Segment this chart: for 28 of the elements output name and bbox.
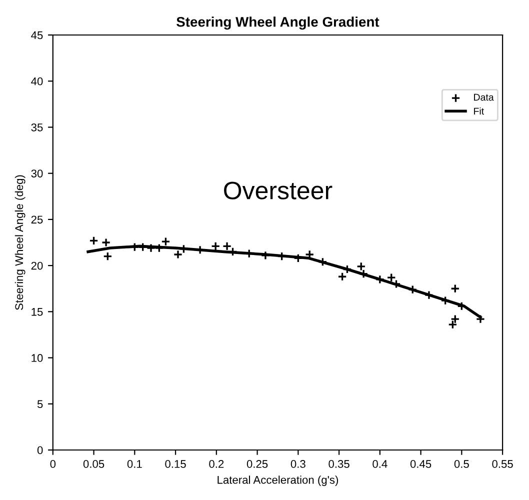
x-axis-title: Lateral Acceleration (g's) bbox=[218, 476, 338, 486]
y-tick-label: 10 bbox=[32, 354, 43, 362]
x-tick-label: 0.4 bbox=[372, 460, 388, 468]
annotation: Oversteer bbox=[224, 182, 332, 200]
y-tick-label: 35 bbox=[31, 123, 43, 132]
x-tick-label: 0.2 bbox=[209, 460, 224, 468]
y-axis-title: Steering Wheel Angle (deg) bbox=[14, 175, 26, 310]
x-tick-label: 0.05 bbox=[83, 460, 104, 468]
x-tick-label: 0.25 bbox=[246, 460, 268, 468]
chart-title: Steering Wheel Angle Gradient bbox=[176, 16, 380, 30]
y-tick-label: 30 bbox=[31, 170, 43, 178]
y-tick-label: 40 bbox=[31, 77, 43, 86]
y-tick-label: 45 bbox=[31, 31, 43, 40]
x-tick-label: 0.35 bbox=[328, 460, 350, 468]
x-tick-label: 0.45 bbox=[410, 460, 432, 468]
y-tick-label: 0 bbox=[37, 446, 43, 454]
x-tick-label: 0.3 bbox=[290, 460, 306, 468]
x-tick-label: 0.55 bbox=[492, 460, 513, 468]
x-tick-label: 0.5 bbox=[454, 460, 469, 468]
y-tick-label: 5 bbox=[37, 400, 43, 408]
y-tick-label: 20 bbox=[31, 262, 43, 270]
legend-label: Fit bbox=[474, 107, 484, 115]
y-tick-label: 25 bbox=[31, 216, 43, 224]
y-tick-label: 15 bbox=[32, 308, 43, 316]
legend-label: Data bbox=[474, 94, 494, 101]
x-tick-label: 0.1 bbox=[127, 460, 142, 468]
x-tick-label: 0.15 bbox=[165, 460, 186, 468]
x-tick-label: 0 bbox=[50, 460, 56, 468]
